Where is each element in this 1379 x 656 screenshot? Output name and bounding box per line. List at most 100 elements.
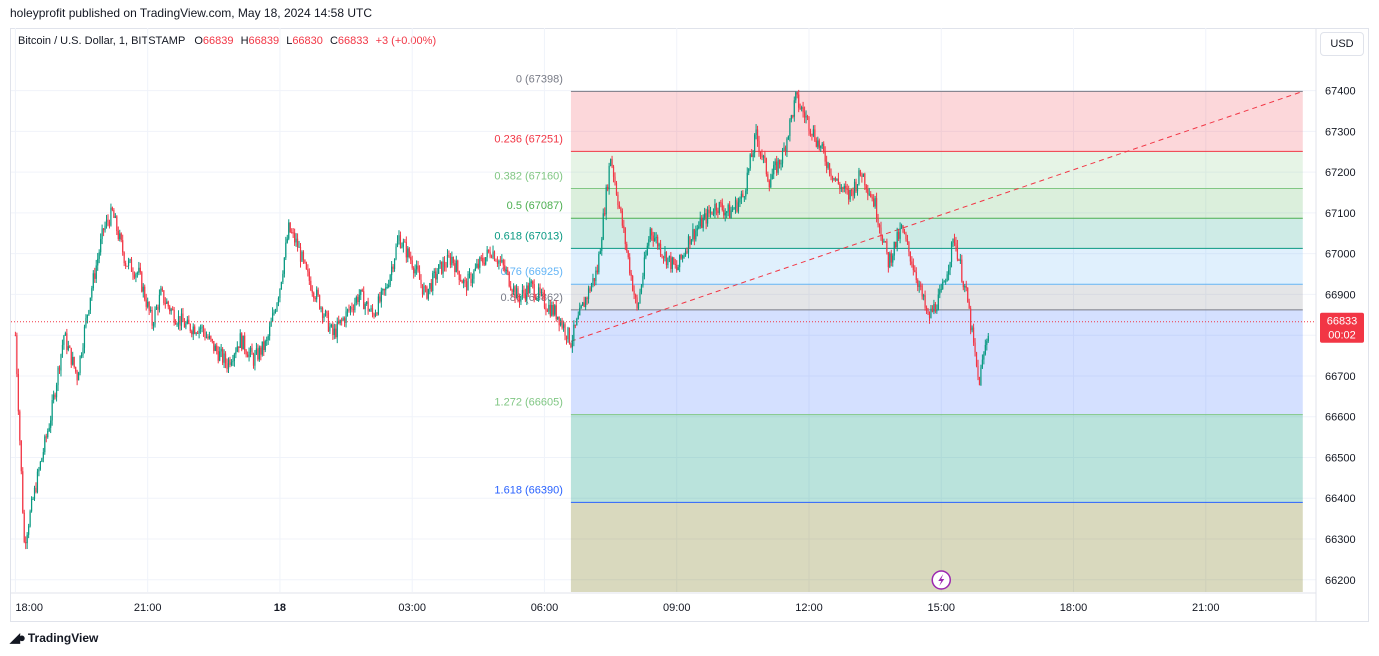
candle-body	[802, 107, 804, 113]
fib-level-label: 0.618 (67013)	[494, 230, 563, 242]
candle-body	[157, 306, 159, 310]
candle-body	[721, 203, 723, 211]
candle-body	[687, 236, 690, 253]
candle-body	[117, 231, 119, 239]
candle-body	[914, 270, 916, 272]
candle-body	[488, 249, 490, 252]
candle-body	[952, 238, 954, 243]
currency-button[interactable]: USD	[1320, 32, 1364, 56]
candle-body	[623, 225, 625, 229]
candle-body	[729, 204, 731, 219]
candle-body	[58, 367, 61, 371]
candle-body	[144, 286, 146, 300]
candle-body	[852, 190, 854, 196]
candle-body	[784, 147, 787, 152]
candle-body	[768, 180, 770, 188]
candle-body	[383, 289, 385, 291]
candle-body	[806, 116, 809, 118]
price-axis-tick-label: 67000	[1325, 249, 1356, 261]
time-axis-tick-label: 06:00	[531, 602, 559, 614]
candle-body	[554, 305, 556, 315]
candle-body	[527, 285, 529, 294]
candle-body	[477, 263, 479, 268]
candle-body	[427, 288, 429, 299]
candle-body	[548, 304, 550, 312]
candle-body	[657, 236, 659, 247]
candle-body	[596, 270, 598, 273]
candle-body	[185, 323, 187, 328]
candle-body	[642, 276, 644, 286]
candle-body	[474, 267, 476, 271]
candle-body	[86, 314, 89, 319]
candle-body	[892, 255, 894, 263]
candle-body	[442, 261, 444, 274]
candle-body	[368, 310, 371, 312]
candle-body	[376, 313, 378, 315]
candle-body	[45, 436, 47, 438]
candle-body	[418, 271, 421, 280]
candle-body	[191, 331, 193, 335]
price-axis-tick-label: 66700	[1325, 371, 1356, 383]
fib-trend-line[interactable]	[570, 90, 1303, 342]
candle-body	[698, 226, 700, 229]
candle-body	[643, 257, 645, 277]
candle-body	[899, 227, 901, 239]
candle-body	[373, 314, 375, 317]
candle-body	[345, 311, 347, 323]
candle-body	[465, 281, 468, 291]
candle-body	[122, 240, 124, 253]
price-axis-tick-label: 67400	[1325, 86, 1356, 98]
candle-body	[855, 181, 857, 192]
candle-body	[432, 273, 434, 291]
candle-body	[89, 297, 91, 311]
candle-body	[351, 306, 353, 310]
candle-body	[555, 305, 557, 320]
candle-body	[471, 278, 474, 284]
candle-body	[887, 252, 889, 268]
candle-body	[282, 273, 284, 283]
candle-body	[54, 394, 56, 398]
candle-body	[637, 303, 640, 309]
fib-level-label: 0 (67398)	[516, 73, 563, 85]
candle-body	[48, 427, 50, 432]
candle-body	[104, 225, 106, 231]
candle-body	[60, 354, 62, 371]
candle-body	[981, 359, 984, 368]
candle-body	[570, 343, 572, 348]
candle-body	[457, 260, 459, 271]
candle-body	[51, 400, 53, 421]
candle-body	[840, 187, 842, 190]
candle-body	[958, 259, 960, 261]
candle-body	[416, 265, 418, 270]
candle-body	[411, 260, 413, 268]
candle-body	[261, 341, 263, 355]
candle-body	[38, 469, 40, 472]
candle-body	[244, 335, 246, 351]
candle-body	[943, 281, 945, 283]
candle-body	[164, 303, 166, 305]
candle-body	[836, 178, 838, 181]
candle-body	[448, 254, 450, 257]
candle-body	[967, 287, 969, 302]
candle-body	[482, 257, 484, 263]
candle-body	[796, 92, 798, 95]
candle-body	[313, 292, 315, 299]
candle-body	[404, 241, 406, 243]
candle-body	[183, 321, 186, 328]
candle-body	[199, 327, 202, 329]
candle-body	[607, 186, 609, 190]
candle-body	[294, 232, 296, 243]
candle-body	[50, 420, 52, 428]
candle-body	[504, 265, 506, 271]
candle-body	[704, 213, 706, 218]
candle-body	[420, 279, 422, 285]
candle-body	[495, 260, 497, 262]
candle-body	[113, 210, 115, 218]
candle-body	[849, 189, 851, 200]
candle-body	[216, 345, 218, 352]
candle-body	[680, 254, 682, 259]
candle-body	[714, 203, 716, 214]
candle-body	[423, 286, 425, 295]
candle-body	[291, 232, 293, 234]
